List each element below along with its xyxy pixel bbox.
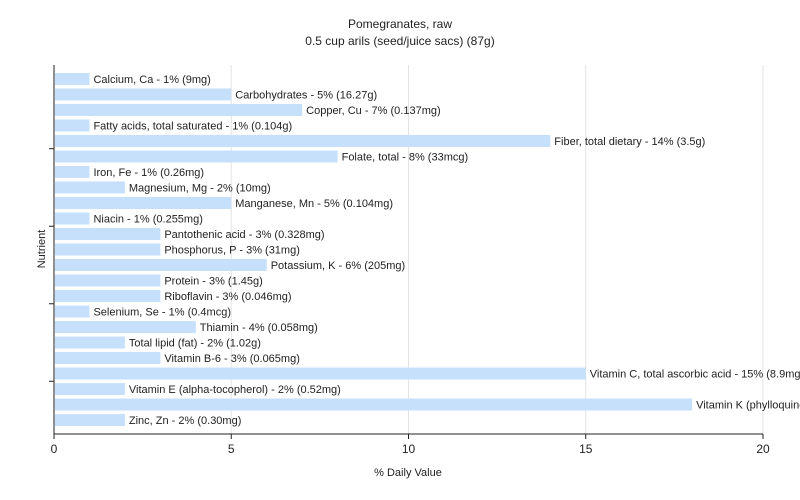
bar <box>55 321 196 334</box>
bar-label: Niacin - 1% (0.255mg) <box>93 213 202 225</box>
bar <box>55 274 161 287</box>
bar-label: Riboflavin - 3% (0.046mg) <box>164 291 291 303</box>
bar <box>55 398 693 411</box>
x-tick-label: 0 <box>51 442 58 456</box>
bar-label: Phosphorus, P - 3% (31mg) <box>164 245 300 257</box>
bar <box>55 196 232 209</box>
bar-label: Manganese, Mn - 5% (0.104mg) <box>235 198 393 210</box>
bar <box>55 352 161 365</box>
x-tick-label: 15 <box>579 442 593 456</box>
bar <box>55 336 125 349</box>
chart-title: Pomegranates, raw <box>347 17 453 31</box>
bar-label: Magnesium, Mg - 2% (10mg) <box>129 182 271 194</box>
bar-label: Pantothenic acid - 3% (0.328mg) <box>164 229 324 241</box>
bar <box>55 181 125 194</box>
bars: Calcium, Ca - 1% (9mg) Carbohydrates - 5%… <box>55 72 800 427</box>
bar <box>55 150 338 163</box>
bar <box>55 134 551 147</box>
bar <box>55 243 161 256</box>
bar-label: Total lipid (fat) - 2% (1.02g) <box>129 338 261 350</box>
bar <box>55 119 90 132</box>
bar-label: Fiber, total dietary - 14% (3.5g) <box>554 136 705 148</box>
bar <box>55 227 161 240</box>
bar <box>55 88 232 101</box>
bar <box>55 165 90 178</box>
x-tick-label: 10 <box>402 442 416 456</box>
bar-label: Iron, Fe - 1% (0.26mg) <box>93 167 204 179</box>
bar-label: Vitamin C, total ascorbic acid - 15% (8.… <box>590 369 800 381</box>
bar-label: Vitamin B-6 - 3% (0.065mg) <box>164 353 300 365</box>
axes: 0 5 10 15 20 <box>49 65 770 456</box>
x-tick-label: 5 <box>228 442 235 456</box>
bar <box>55 259 267 272</box>
bar-label: Vitamin E (alpha-tocopherol) - 2% (0.52m… <box>129 384 341 396</box>
bar <box>55 72 90 85</box>
bar <box>55 383 125 396</box>
bar-label: Copper, Cu - 7% (0.137mg) <box>306 105 441 117</box>
bar-label: Protein - 3% (1.45g) <box>164 276 262 288</box>
bar-label: Calcium, Ca - 1% (9mg) <box>93 74 210 86</box>
bar-label: Vitamin K (phylloquinone) - 18% (14.3mcg… <box>696 400 800 412</box>
bar-label: Carbohydrates - 5% (16.27g) <box>235 89 377 101</box>
bar-label: Zinc, Zn - 2% (0.30mg) <box>129 415 241 427</box>
bar-label: Fatty acids, total saturated - 1% (0.104… <box>93 120 292 132</box>
bar <box>55 414 125 427</box>
bar-label: Selenium, Se - 1% (0.4mcg) <box>93 307 231 319</box>
bar <box>55 305 90 318</box>
bar <box>55 290 161 303</box>
bar <box>55 212 90 225</box>
bar-label: Thiamin - 4% (0.058mg) <box>200 322 318 334</box>
x-tick-label: 20 <box>756 442 770 456</box>
bar-label: Potassium, K - 6% (205mg) <box>271 260 406 272</box>
y-axis-title: Nutrient <box>36 230 48 269</box>
bar-label: Folate, total - 8% (33mcg) <box>342 151 469 163</box>
bar <box>55 103 303 116</box>
chart-subtitle: 0.5 cup arils (seed/juice sacs) (87g) <box>305 34 495 48</box>
x-axis-title: % Daily Value <box>374 467 442 479</box>
bar <box>55 367 586 380</box>
